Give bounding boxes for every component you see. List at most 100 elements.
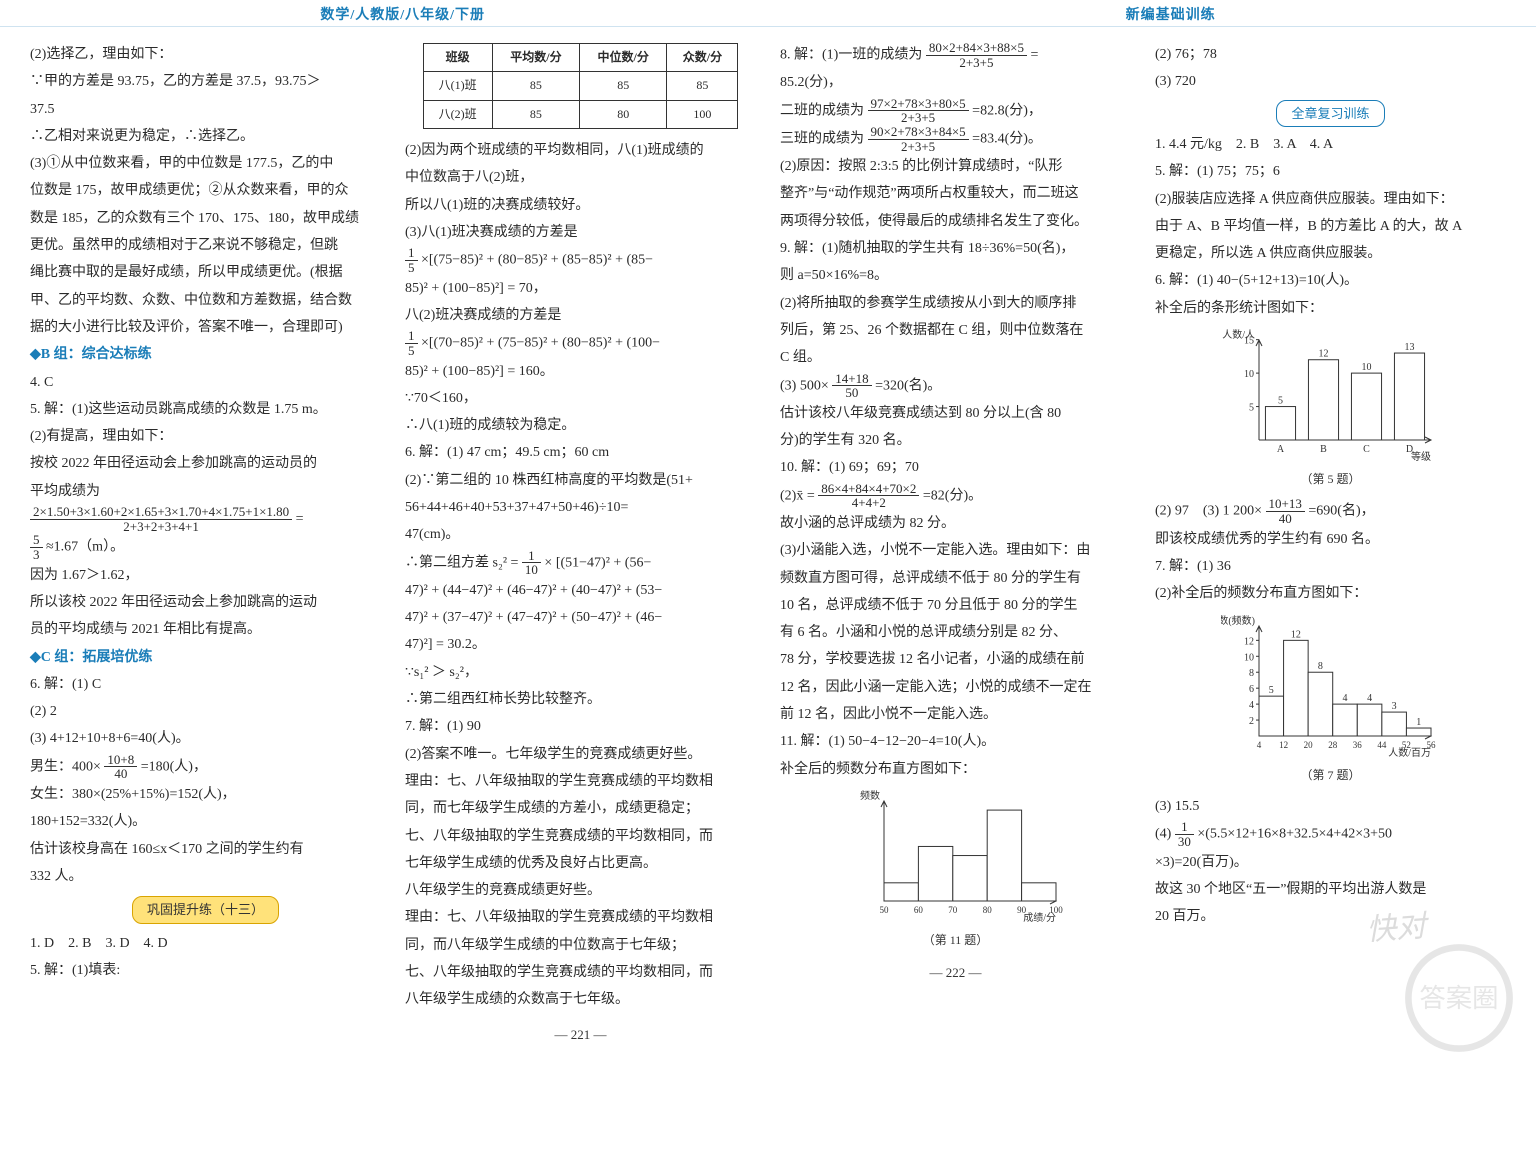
c4-a3: (2)服装店应选择 A 供应商供应服装。理由如下： — [1155, 186, 1506, 213]
c1-l1: (2)选择乙，理由如下： — [30, 41, 381, 68]
c1-d2: 5. 解：(1)填表: — [30, 957, 381, 984]
c3-q8a2: 85.2(分)， — [780, 69, 1131, 96]
chart-q11: 5060708090100频数成绩/分 — [846, 787, 1066, 927]
c3-q8a: 8. 解：(1)一班的成绩为 80×2+84×3+88×52+3+5 = — [780, 41, 1131, 69]
c1-b5: 平均成绩为 — [30, 478, 381, 505]
c3-q10j: 前 12 名，因此小悦不一定能入选。 — [780, 701, 1131, 728]
svg-text:36: 36 — [1352, 740, 1362, 750]
svg-text:10: 10 — [1244, 652, 1254, 663]
c1-l6: 位数是 175，故甲成绩更优；②从众数来看，甲的众 — [30, 177, 381, 204]
svg-text:A: A — [1276, 444, 1284, 455]
svg-text:44: 44 — [1377, 740, 1387, 750]
c4-q7b: (2)补全后的频数分布直方图如下： — [1155, 580, 1506, 607]
c1-c4: 男生：400× 10+840 =180(人)， — [30, 753, 381, 781]
svg-text:等级: 等级 — [1411, 450, 1431, 463]
table-row: 八(2)班 85 80 100 — [423, 100, 738, 128]
c2-t7c: 85)² + (100−85)²] = 160。 — [405, 358, 756, 385]
c2-q7g: 八年级学生的竞赛成绩更好些。 — [405, 877, 756, 904]
c4-pill-wrap: 全章复习训练 — [1155, 96, 1506, 131]
c1-l7: 数是 185，乙的众数有三个 170、175、180，故甲成绩 — [30, 205, 381, 232]
svg-text:人数/百万: 人数/百万 — [1388, 746, 1431, 759]
class-score-table: 班级 平均数/分 中位数/分 众数/分 八(1)班 85 85 85 八(2)班… — [423, 43, 739, 129]
c3-q9a: 9. 解：(1)随机抽取的学生共有 18÷36%=50(名)， — [780, 235, 1131, 262]
svg-text:80: 80 — [982, 905, 992, 915]
svg-text:人数/人: 人数/人 — [1222, 328, 1255, 341]
column-2: 班级 平均数/分 中位数/分 众数/分 八(1)班 85 85 85 八(2)班… — [393, 41, 768, 1047]
c3-q10c: 故小涵的总评成绩为 82 分。 — [780, 510, 1131, 537]
c2-t5-frac: 15 — [405, 246, 418, 274]
svg-text:4: 4 — [1256, 740, 1261, 750]
full-chapter-pill: 全章复习训练 — [1276, 100, 1384, 127]
c2-q6e: ∴第二组方差 s₂² = 110 × [(51−47)² + (56− — [405, 549, 756, 577]
th1: 平均数/分 — [492, 44, 579, 72]
c1-l3: 37.5 — [30, 96, 381, 123]
c3-q8f: 两项得分较低，使得最后的成绩排名发生了变化。 — [780, 208, 1131, 235]
svg-text:8: 8 — [1317, 661, 1322, 672]
chart-q5-caption: （第 5 题） — [1155, 468, 1506, 491]
c2-q6d: 47(cm)。 — [405, 521, 756, 548]
c4-a4: 由于 A、B 平均值一样，B 的方差比 A 的大，故 A — [1155, 213, 1506, 240]
svg-text:4: 4 — [1342, 693, 1347, 704]
c4-a8: (2) 97 (3) 1 200× 10+1340 =690(名)， — [1155, 497, 1506, 525]
th2: 中位数/分 — [580, 44, 667, 72]
c1-b9: 员的平均成绩与 2021 年相比有提高。 — [30, 616, 381, 643]
c1-c8: 332 人。 — [30, 863, 381, 890]
c4-a8-frac: 10+1340 — [1266, 497, 1305, 525]
c1-l9: 绳比赛中取的是最好成绩，所以甲成绩更优。(根据 — [30, 259, 381, 286]
c3-q11a: 11. 解：(1) 50−4−12−20−4=10(人)。 — [780, 728, 1131, 755]
c4-a1: 1. 4.4 元/kg 2. B 3. A 4. A — [1155, 131, 1506, 158]
svg-text:13: 13 — [1404, 342, 1414, 353]
c3-q9f: (3) 500× 14+1850 =320(名)。 — [780, 372, 1131, 400]
c2-q6b: (2)∵第二组的 10 株西红柿高度的平均数是(51+ — [405, 467, 756, 494]
c2-t3: 所以八(1)班的决赛成绩较好。 — [405, 192, 756, 219]
c2-q7f: 七年级学生成绩的优秀及良好占比更高。 — [405, 850, 756, 877]
c1-frac2: 5 3 — [30, 533, 43, 561]
page-header: 数学/人教版/八年级/下册 新编基础训练 — [0, 0, 1536, 27]
watermark-logo: 答案圈 — [1404, 943, 1514, 1053]
group-b-header: ◆B 组：综合达标练 — [30, 341, 381, 368]
c2-q6f: 47)² + (44−47)² + (46−47)² + (40−47)² + … — [405, 577, 756, 604]
c1-c2: (2) 2 — [30, 698, 381, 725]
c2-q7j: 七、八年级抽取的学生竞赛成绩的平均数相同，而 — [405, 959, 756, 986]
c3-q10b: (2)x̄ = 86×4+84×4+70×24+4+2 =82(分)。 — [780, 482, 1131, 510]
page-number-right: — 222 — — [780, 960, 1131, 985]
table-row: 八(1)班 85 85 85 — [423, 72, 738, 100]
c1-b8: 所以该校 2022 年田径运动会上参加跳高的运动 — [30, 589, 381, 616]
header-right: 新编基础训练 — [1126, 4, 1216, 24]
svg-text:3: 3 — [1391, 701, 1396, 712]
c2-q6i: ∵s₁² ＞ s₂²， — [405, 659, 756, 686]
svg-text:12: 12 — [1318, 349, 1328, 360]
c2-q7e: 七、八年级抽取的学生竞赛成绩的平均数相同，而 — [405, 823, 756, 850]
svg-text:70: 70 — [948, 905, 958, 915]
c2-t7: 15 ×[(70−85)² + (75−85)² + (80−85)² + (1… — [405, 329, 756, 357]
c2-t7-frac: 15 — [405, 329, 418, 357]
c2-q6h: 47)²] = 30.2。 — [405, 631, 756, 658]
c2-t5c: 85)² + (100−85)²] = 70， — [405, 275, 756, 302]
c4-a2: 5. 解：(1) 75；75；6 — [1155, 158, 1506, 185]
c2-q6g: 47)² + (37−47)² + (47−47)² + (50−47)² + … — [405, 604, 756, 631]
c3-q10e: 频数直方图可得，总评成绩不低于 80 分的学生有 — [780, 565, 1131, 592]
svg-text:28: 28 — [1328, 740, 1338, 750]
column-3: 8. 解：(1)一班的成绩为 80×2+84×3+88×52+3+5 = 85.… — [768, 41, 1143, 1047]
svg-text:成绩/分: 成绩/分 — [1023, 911, 1056, 924]
c2-t6: 八(2)班决赛成绩的方差是 — [405, 302, 756, 329]
c2-t9: ∴八(1)班的成绩较为稳定。 — [405, 412, 756, 439]
c4-l2: (3) 720 — [1155, 68, 1506, 95]
c1-b3: (2)有提高，理由如下： — [30, 423, 381, 450]
c2-q7c: 理由：七、八年级抽取的学生竞赛成绩的平均数相 — [405, 768, 756, 795]
c1-b4: 按校 2022 年田径运动会上参加跳高的运动员的 — [30, 450, 381, 477]
c1-c4-frac: 10+840 — [104, 753, 137, 781]
c1-l10: 甲、乙的平均数、众数、中位数和方差数据，结合数 — [30, 287, 381, 314]
page-body: (2)选择乙，理由如下： ∵甲的方差是 93.75，乙的方差是 37.5，93.… — [0, 33, 1536, 1067]
c1-pill-wrap: 巩固提升练（十三） — [30, 890, 381, 929]
c3-q9f-frac: 14+1850 — [832, 372, 871, 400]
c1-b1: 4. C — [30, 369, 381, 396]
svg-text:5: 5 — [1249, 403, 1254, 414]
c1-l4: ∴乙相对来说更为稳定，∴选择乙。 — [30, 123, 381, 150]
svg-text:60: 60 — [913, 905, 923, 915]
chart-q7-caption: （第 7 题） — [1155, 764, 1506, 787]
chart-q5: 51015205121013ABCD人数/人等级 — [1221, 326, 1441, 466]
svg-text:50: 50 — [879, 905, 889, 915]
c4-q7d-frac: 130 — [1175, 820, 1194, 848]
c4-a5: 更稳定，所以选 A 供应商供应服装。 — [1155, 240, 1506, 267]
